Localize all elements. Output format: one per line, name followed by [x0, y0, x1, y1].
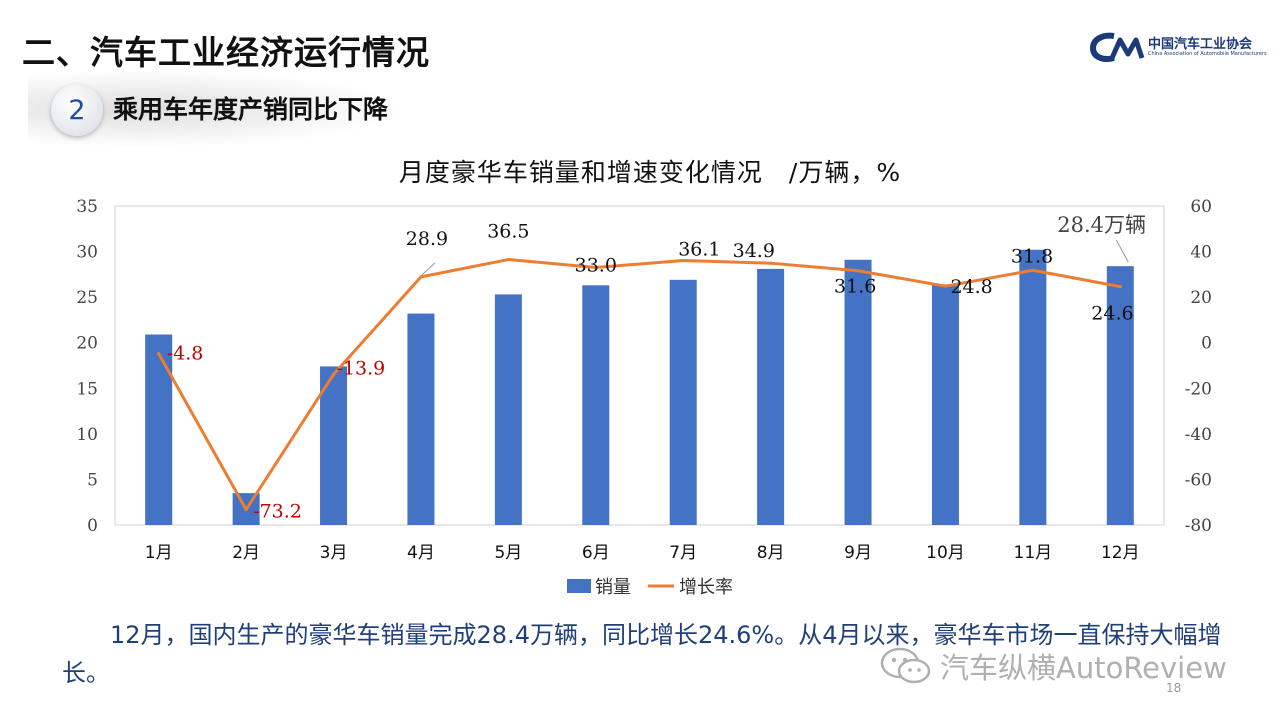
bar-sales — [1106, 266, 1134, 525]
legend-label-growth: 增长率 — [679, 577, 733, 598]
growth-rate-data-label: 33.0 — [575, 255, 617, 277]
watermark: 汽车纵横AutoReview — [878, 644, 1258, 688]
logo-cn-text: 中国汽车工业协会 — [1148, 37, 1253, 52]
page-number: 18 — [1166, 681, 1182, 695]
growth-rate-data-label: 31.8 — [1011, 245, 1053, 267]
right-axis-tick-label: 40 — [1190, 243, 1212, 263]
growth-rate-point — [506, 257, 510, 262]
left-axis-tick-label: 15 — [76, 379, 98, 399]
section-number-badge: 2 — [51, 84, 103, 136]
growth-rate-point — [419, 275, 423, 279]
growth-rate-point — [681, 258, 685, 263]
left-axis-tick-label: 10 — [76, 425, 98, 445]
bar-sales — [669, 279, 697, 525]
x-axis-tick-label: 3月 — [320, 543, 348, 563]
bar-sales — [931, 284, 959, 525]
growth-rate-data-label: 24.8 — [950, 276, 992, 298]
legend-swatch-sales — [567, 579, 591, 593]
growth-rate-data-label: -4.8 — [167, 343, 204, 365]
left-axis-tick-label: 35 — [76, 197, 98, 217]
x-axis-tick-label: 5月 — [494, 543, 522, 563]
growth-rate-point — [594, 265, 598, 270]
right-axis-tick-label: 0 — [1201, 334, 1212, 354]
x-axis-tick-label: 6月 — [582, 543, 610, 563]
plot-area-border — [114, 205, 1165, 526]
x-axis-tick-label: 12月 — [1101, 543, 1140, 563]
left-axis-tick-label: 5 — [87, 470, 98, 490]
growth-rate-point — [244, 507, 248, 512]
right-axis-tick-label: -20 — [1185, 379, 1212, 399]
logo-en-text: China Association of Automobile Manufact… — [1148, 51, 1267, 57]
x-axis-tick-label: 9月 — [844, 543, 872, 563]
growth-rate-data-label: 34.9 — [733, 240, 775, 262]
caam-logo-icon — [1090, 32, 1145, 62]
bar-sales — [407, 313, 435, 525]
left-axis-tick-label: 25 — [76, 288, 98, 308]
growth-rate-data-label: 31.6 — [834, 276, 876, 298]
growth-rate-data-label: 24.6 — [1091, 303, 1133, 325]
x-axis-tick-label: 8月 — [757, 543, 785, 563]
left-axis-tick-label: 20 — [76, 334, 98, 354]
body-paragraph: 12月，国内生产的豪华车销量完成28.4万辆，同比增长24.6%。从4月以来，豪… — [62, 621, 1222, 687]
growth-rate-point — [856, 269, 860, 273]
x-axis-tick-label: 11月 — [1014, 543, 1053, 563]
bar-sales — [145, 334, 173, 525]
growth-rate-point — [943, 284, 948, 288]
bar-sales — [320, 366, 348, 525]
bar-sales — [582, 285, 610, 525]
bar-sales — [844, 259, 872, 525]
bar-sales — [1019, 249, 1047, 525]
section-title: 二、汽车工业经济运行情况 — [22, 33, 430, 72]
growth-rate-line — [157, 258, 1121, 512]
growth-rate-point — [1031, 268, 1035, 272]
bar-sales — [757, 268, 785, 525]
growth-rate-point — [1118, 285, 1122, 289]
x-axis-tick-label: 1月 — [145, 543, 173, 563]
growth-rate-data-label: 28.9 — [406, 228, 448, 250]
x-axis-tick-label: 4月 — [407, 543, 435, 563]
x-axis-tick-label: 10月 — [926, 543, 965, 563]
growth-rate-point — [157, 352, 161, 356]
x-axis-tick-label: 2月 — [232, 543, 260, 563]
right-axis-tick-label: 20 — [1190, 288, 1212, 308]
right-axis-tick-label: -80 — [1185, 516, 1212, 536]
right-axis-tick-label: -60 — [1185, 470, 1212, 490]
caam-logo: 中国汽车工业协会 China Association of Automobile… — [1090, 30, 1275, 64]
chart-canvas: 0 5 10 15 20 25 30 35 -80 -60 -40 -20 0 20 40 60 1月 2月 3月 4… — [76, 197, 1212, 598]
sales-annotation: 28.4万辆 — [1057, 213, 1146, 237]
watermark-text: 汽车纵横AutoReview — [940, 651, 1227, 685]
right-axis-tick-label: -40 — [1185, 425, 1212, 445]
growth-rate-point — [331, 372, 336, 376]
growth-rate-data-label: -13.9 — [337, 357, 386, 379]
data-label-leader-line — [421, 262, 436, 276]
left-axis-tick-label: 30 — [76, 243, 98, 263]
page-subtitle: 乘用车年度产销同比下降 — [113, 95, 389, 124]
annotation-leader-line — [1115, 239, 1129, 263]
legend-label-sales: 销量 — [595, 577, 631, 598]
growth-rate-point — [769, 261, 773, 265]
growth-rate-data-label: 36.5 — [487, 221, 529, 243]
wechat-icon — [880, 647, 931, 684]
growth-rate-data-label: 36.1 — [678, 238, 720, 260]
growth-rate-data-label: -73.2 — [253, 501, 302, 523]
left-axis-tick-label: 0 — [87, 516, 98, 536]
x-axis-tick-label: 7月 — [669, 543, 697, 563]
bar-sales — [494, 294, 522, 525]
chart-title: 月度豪华车销量和增速变化情况 /万辆，% — [398, 158, 902, 187]
right-axis-tick-label: 60 — [1190, 197, 1212, 217]
